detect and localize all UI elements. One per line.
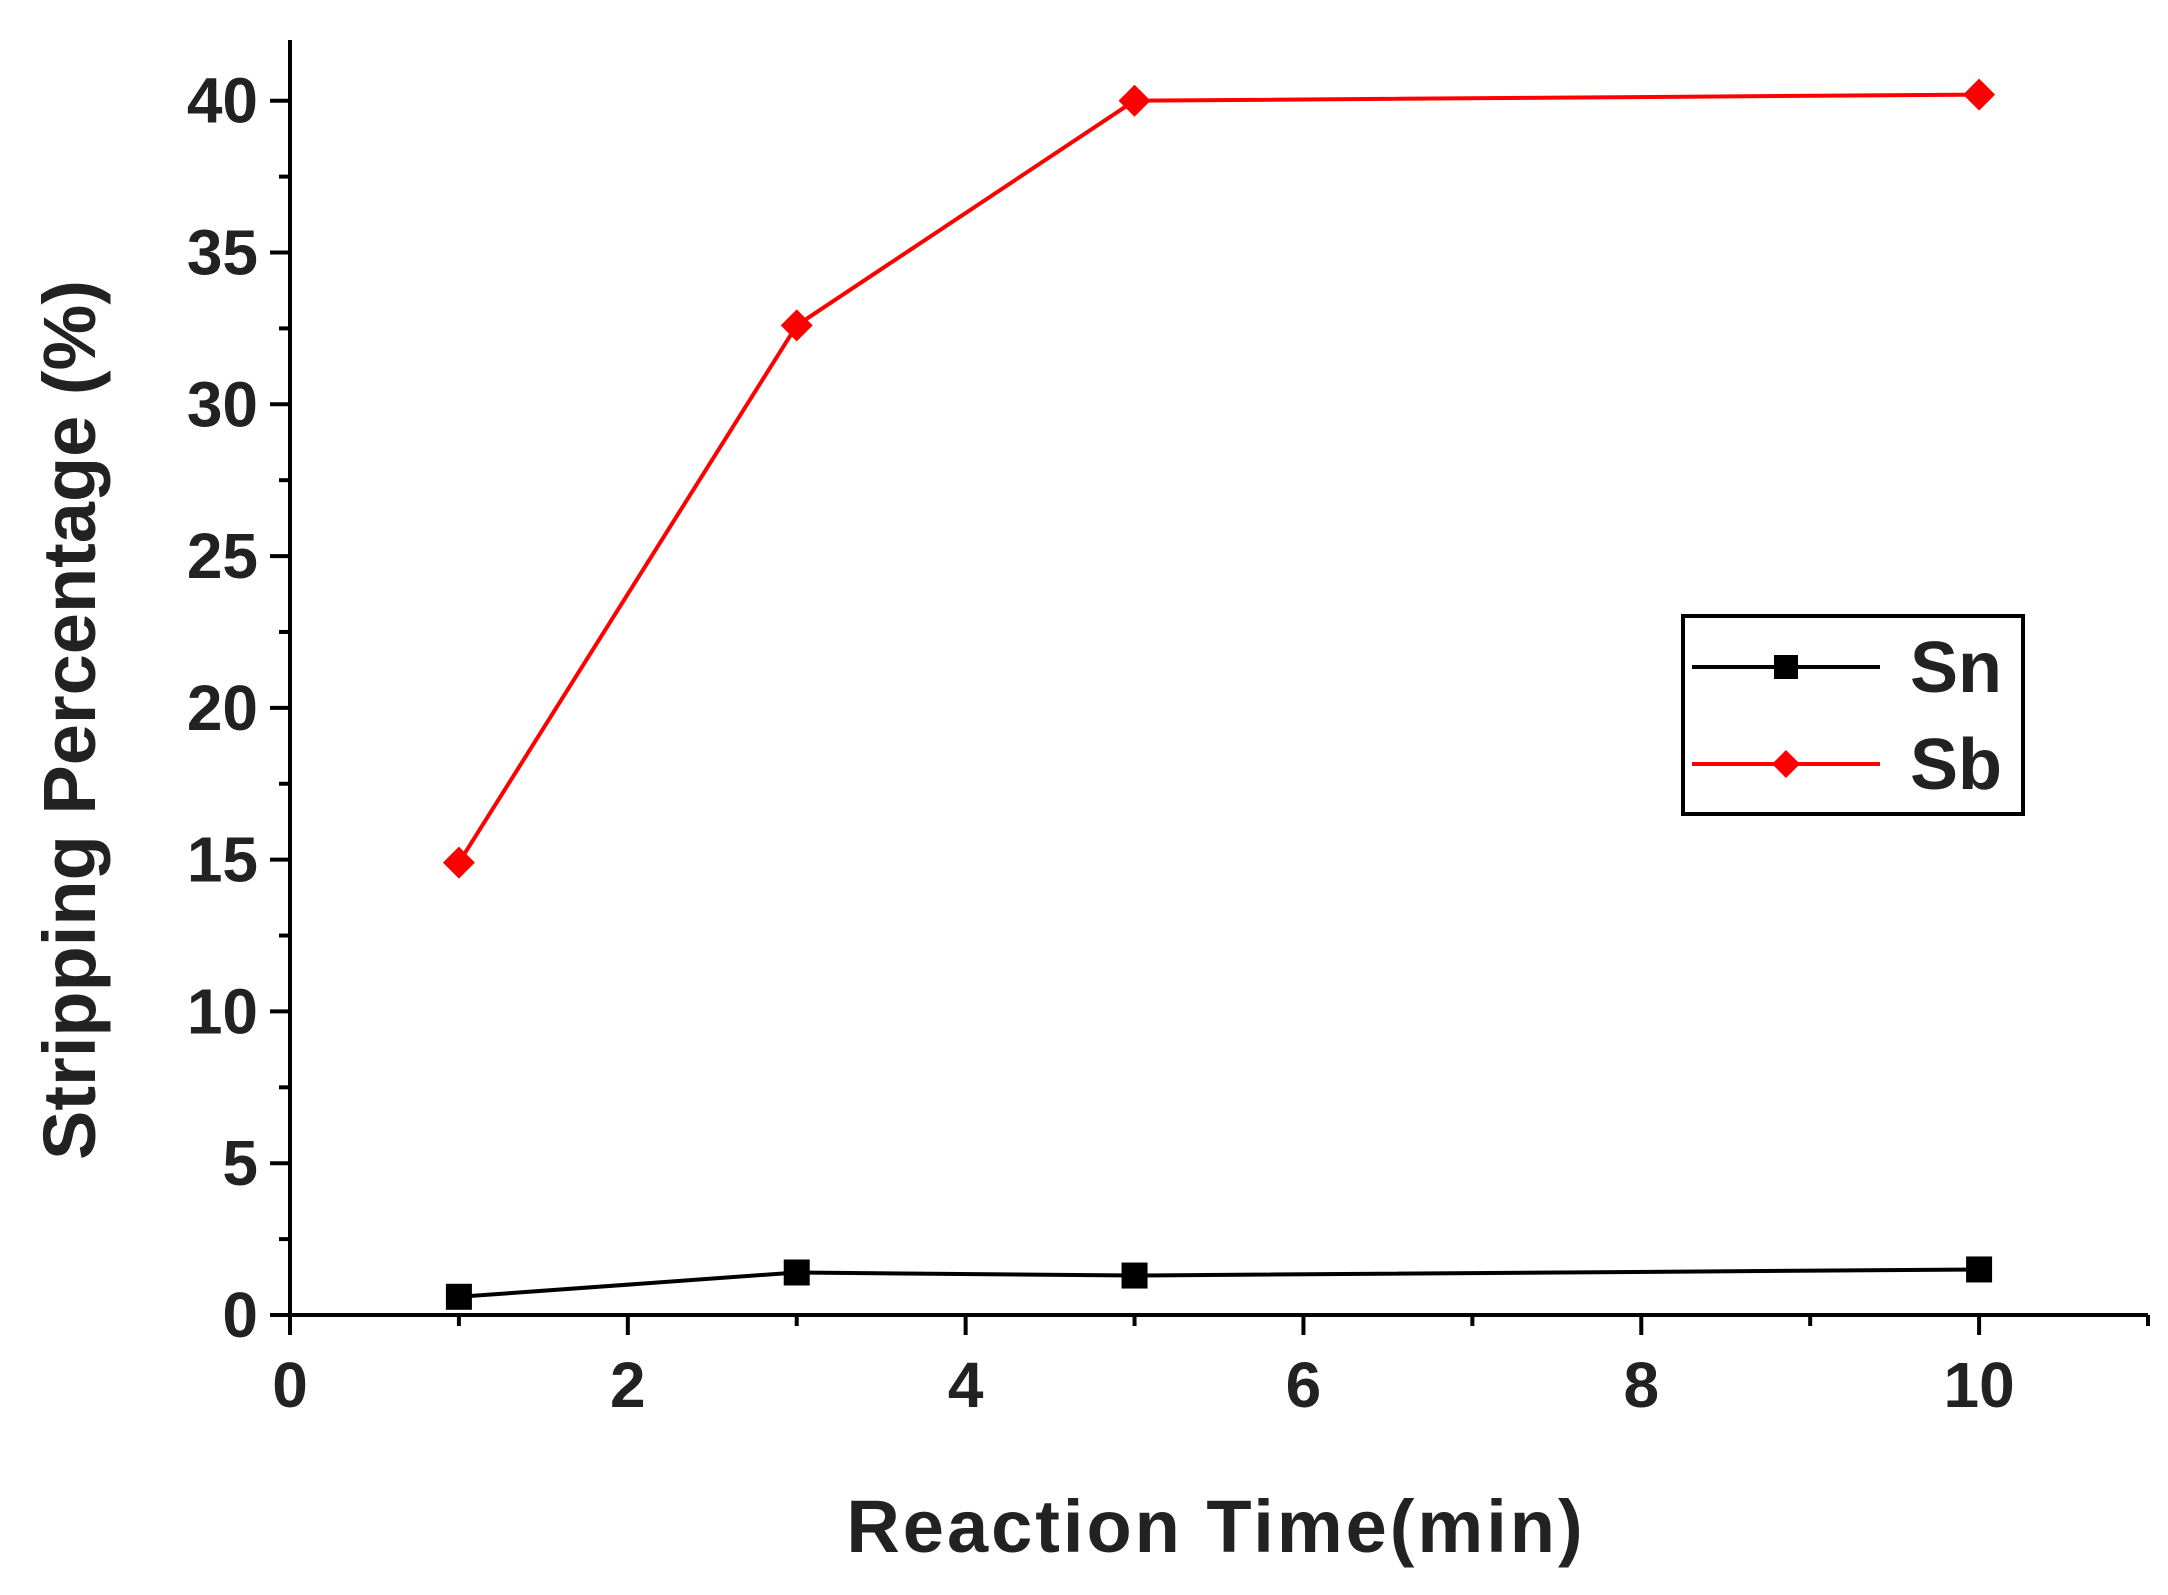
data-point-sb	[1963, 78, 1996, 111]
y-tick-label: 40	[187, 65, 258, 137]
x-tick-label: 4	[948, 1349, 984, 1421]
y-tick-label: 25	[187, 520, 258, 592]
data-point-sn	[1121, 1262, 1148, 1289]
data-point-sn	[783, 1259, 810, 1286]
y-tick-label: 15	[187, 824, 258, 896]
data-point-sb	[1118, 84, 1151, 117]
axes: 0 2 4 6 8 10 0 5 10 15 20 25 30 35 40	[187, 40, 2150, 1421]
legend-label-sn: Sn	[1910, 628, 2002, 708]
y-tick-label: 30	[187, 368, 258, 440]
x-tick-label: 8	[1623, 1349, 1659, 1421]
data-point-sb	[780, 309, 813, 342]
y-axis-title: Stripping Percentage (%)	[28, 280, 111, 1160]
y-tick-label: 10	[187, 975, 258, 1047]
x-axis-title: Reaction Time(min)	[846, 1485, 1585, 1568]
data-point-sb	[442, 846, 475, 879]
x-tick-label: 10	[1943, 1349, 2014, 1421]
y-tick-label: 35	[187, 217, 258, 289]
legend: Sn Sb	[1681, 614, 2025, 816]
x-tick-label: 6	[1286, 1349, 1322, 1421]
y-tick-label: 20	[187, 672, 258, 744]
y-tick-label: 5	[222, 1127, 258, 1199]
legend-marker-sn	[1774, 655, 1798, 679]
series-line-sn	[458, 1267, 1980, 1299]
x-tick-label: 0	[272, 1349, 308, 1421]
series-line-sb	[457, 92, 1980, 864]
y-tick-label: 0	[222, 1279, 258, 1351]
legend-label-sb: Sb	[1910, 725, 2002, 805]
data-point-sn	[445, 1283, 472, 1310]
legend-marker-sb	[1772, 750, 1800, 778]
plot-series	[442, 78, 1996, 1310]
legend-box	[1681, 614, 2025, 816]
x-tick-label: 2	[610, 1349, 646, 1421]
data-point-sn	[1966, 1256, 1993, 1283]
